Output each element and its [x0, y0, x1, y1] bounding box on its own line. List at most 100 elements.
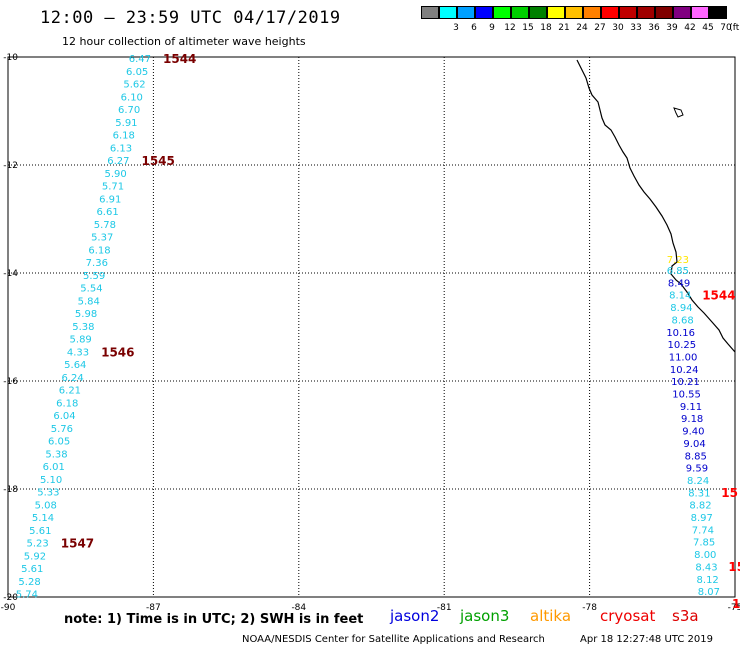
color-swatch	[511, 6, 529, 19]
swh-value-label: 6.05	[48, 437, 70, 448]
swh-value-label: 5.61	[29, 526, 51, 537]
swh-value-label: 5.98	[75, 309, 97, 320]
swh-value-label: 5.28	[18, 577, 40, 588]
chart-subtitle: 12 hour collection of altimeter wave hei…	[62, 35, 306, 48]
color-swatch	[655, 6, 673, 19]
swh-value-label: 8.00	[694, 550, 716, 561]
swh-value-label: 5.76	[51, 424, 73, 435]
swh-value-label: 6.70	[118, 105, 140, 116]
swh-value-label: 6.24	[61, 373, 83, 384]
lat-tick-label: -18	[3, 485, 18, 495]
swh-value-label: 8.14	[669, 291, 691, 302]
swh-value-label: 5.54	[80, 284, 102, 295]
swh-value-label: 5.37	[91, 233, 113, 244]
color-scale-label: 42	[684, 23, 696, 33]
color-scale-label: 15	[522, 23, 534, 33]
swh-value-label: 8.43	[695, 562, 717, 573]
swh-value-label: 5.89	[70, 335, 92, 346]
coastline	[576, 59, 736, 353]
swh-value-label: 10.24	[670, 365, 699, 376]
swh-value-label: 8.07	[698, 587, 720, 598]
swh-value-label: 6.91	[99, 194, 121, 205]
swh-value-label: 9.04	[683, 439, 705, 450]
swh-value-label: 5.62	[123, 80, 145, 91]
pass-time-label: 15	[721, 486, 738, 500]
color-scale-label: 39	[666, 23, 678, 33]
lon-tick-label: -78	[582, 603, 597, 613]
chart-title: 12:00 – 23:59 UTC 04/17/2019	[40, 8, 341, 28]
color-swatch	[475, 6, 493, 19]
swh-value-label: 8.82	[689, 501, 711, 512]
color-swatch	[547, 6, 565, 19]
swh-value-label: 7.85	[693, 538, 715, 549]
swh-value-label: 6.18	[56, 398, 78, 409]
color-swatch	[457, 6, 475, 19]
lon-tick-label: -87	[146, 603, 161, 613]
lat-tick-label: -14	[3, 269, 18, 279]
swh-value-label: 5.90	[105, 169, 127, 180]
color-scale-unit: (ft)	[729, 23, 740, 33]
swh-value-label: 6.10	[121, 92, 143, 103]
color-swatch	[421, 6, 439, 19]
swh-value-label: 6.13	[110, 143, 132, 154]
swh-value-label: 6.47	[129, 54, 151, 65]
swh-value-label: 6.21	[59, 386, 81, 397]
swh-value-label: 6.01	[43, 462, 65, 473]
color-scale-label: 36	[648, 23, 660, 33]
swh-value-label: 6.85	[667, 266, 689, 277]
color-scale-label: 30	[612, 23, 624, 33]
swh-value-label: 7.74	[692, 525, 714, 536]
color-scale-label: 33	[630, 23, 642, 33]
color-swatch	[601, 6, 619, 19]
pass-time-label: 1547	[61, 537, 94, 551]
color-swatch	[529, 6, 547, 19]
color-scale-label: 24	[576, 23, 588, 33]
swh-value-label: 9.59	[686, 464, 708, 475]
pass-time-label: 1544	[702, 288, 735, 302]
generated-timestamp: Apr 18 12:27:48 UTC 2019	[580, 634, 713, 645]
swh-value-label: 6.04	[53, 411, 75, 422]
swh-value-label: 5.38	[72, 322, 94, 333]
swh-value-label: 5.64	[64, 360, 86, 371]
swh-value-label: 8.31	[688, 488, 710, 499]
swh-value-label: 5.91	[115, 118, 137, 129]
lon-tick-label: -90	[1, 603, 16, 613]
swh-value-label: 8.85	[685, 451, 707, 462]
swh-value-label: 8.94	[670, 303, 692, 314]
swh-value-label: 8.49	[668, 278, 690, 289]
swh-value-label: 5.92	[24, 551, 46, 562]
swh-value-label: 5.33	[37, 488, 59, 499]
color-swatch	[439, 6, 457, 19]
swh-value-label: 8.97	[691, 513, 713, 524]
mission-label-jason2: jason2	[390, 607, 440, 625]
pass-time-label: 15	[728, 560, 740, 574]
color-swatch	[691, 6, 709, 19]
swh-value-label: 6.27	[107, 156, 129, 167]
pass-time-label: 1	[732, 597, 740, 611]
mission-label-altika: altika	[530, 607, 572, 625]
swh-value-label: 6.05	[126, 67, 148, 78]
color-scale-label: 27	[594, 23, 606, 33]
color-scale-label: 18	[540, 23, 552, 33]
lat-tick-label: -16	[3, 377, 18, 387]
swh-value-label: 8.24	[687, 476, 709, 487]
pass-time-label: 1546	[101, 345, 134, 359]
lake-outline	[673, 107, 684, 118]
swh-value-label: 4.33	[67, 347, 89, 358]
color-scale-label: 70	[720, 23, 732, 33]
color-swatch	[565, 6, 583, 19]
swh-value-label: 5.78	[94, 220, 116, 231]
lon-tick-label: -81	[437, 603, 452, 613]
pass-time-label: 1545	[141, 154, 174, 168]
swh-value-label: 8.68	[672, 315, 694, 326]
color-swatch	[673, 6, 691, 19]
swh-value-label: 5.10	[40, 475, 62, 486]
swh-value-label: 5.23	[26, 539, 48, 550]
swh-value-label: 10.25	[668, 340, 697, 351]
lon-tick-label: -84	[291, 603, 306, 613]
color-scale-label: 6	[471, 23, 477, 33]
color-swatch	[583, 6, 601, 19]
color-scale-label: 9	[489, 23, 495, 33]
map-frame	[7, 56, 736, 598]
